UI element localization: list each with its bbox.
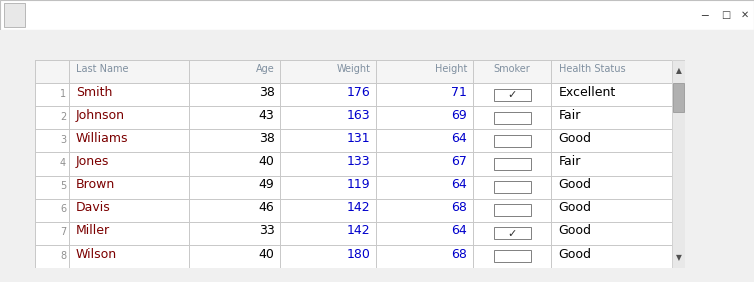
Text: 176: 176: [347, 86, 371, 99]
Bar: [494, 250, 531, 263]
Bar: [494, 181, 531, 193]
Text: ✓: ✓: [507, 90, 516, 100]
Text: Williams: Williams: [76, 132, 128, 145]
Text: 180: 180: [347, 248, 371, 261]
Text: 1: 1: [60, 89, 66, 99]
Bar: [35, 153, 672, 176]
Text: Wilson: Wilson: [76, 248, 117, 261]
Text: 142: 142: [347, 224, 371, 237]
Text: 5: 5: [60, 181, 66, 191]
Bar: [35, 83, 672, 106]
Text: 163: 163: [347, 109, 371, 122]
Text: Good: Good: [559, 224, 592, 237]
Text: 43: 43: [259, 109, 274, 122]
Text: 38: 38: [259, 132, 274, 145]
Text: ▲: ▲: [676, 66, 682, 75]
Text: Excellent: Excellent: [559, 86, 616, 99]
Text: 38: 38: [259, 86, 274, 99]
Bar: [494, 112, 531, 124]
Text: 142: 142: [347, 201, 371, 214]
Text: Good: Good: [559, 132, 592, 145]
Bar: [35, 245, 672, 268]
Text: Johnson: Johnson: [76, 109, 125, 122]
Text: Good: Good: [559, 201, 592, 214]
Text: Last Name: Last Name: [76, 64, 128, 74]
Bar: [35, 60, 672, 83]
Text: ✕: ✕: [741, 10, 749, 20]
Text: 67: 67: [452, 155, 467, 168]
Text: 68: 68: [452, 248, 467, 261]
Text: 3: 3: [60, 135, 66, 145]
Text: 33: 33: [259, 224, 274, 237]
Text: Fair: Fair: [559, 109, 581, 122]
Bar: [494, 227, 531, 239]
Text: 69: 69: [452, 109, 467, 122]
Bar: [35, 106, 672, 129]
Text: Davis: Davis: [76, 201, 111, 214]
Bar: [494, 135, 531, 147]
Bar: [494, 204, 531, 216]
Text: 68: 68: [452, 201, 467, 214]
Text: 64: 64: [452, 178, 467, 191]
Text: □: □: [721, 10, 730, 20]
Text: 8: 8: [60, 251, 66, 261]
Text: 131: 131: [347, 132, 371, 145]
Text: Height: Height: [435, 64, 467, 74]
Text: 40: 40: [259, 155, 274, 168]
Text: Weight: Weight: [336, 64, 371, 74]
Text: 71: 71: [452, 86, 467, 99]
Text: Good: Good: [559, 178, 592, 191]
Text: 46: 46: [259, 201, 274, 214]
Text: Good: Good: [559, 248, 592, 261]
Text: Fair: Fair: [559, 155, 581, 168]
Text: 4: 4: [60, 158, 66, 168]
Text: 49: 49: [259, 178, 274, 191]
Text: Miller: Miller: [76, 224, 110, 237]
Text: Brown: Brown: [76, 178, 115, 191]
Text: Age: Age: [256, 64, 274, 74]
Bar: [35, 129, 672, 153]
Bar: [4, 3, 25, 27]
Text: 2: 2: [60, 112, 66, 122]
Text: ─: ─: [702, 10, 708, 20]
Bar: [35, 199, 672, 222]
Bar: [35, 176, 672, 199]
Text: ▼: ▼: [676, 253, 682, 262]
Text: 6: 6: [60, 204, 66, 214]
Text: Health Status: Health Status: [559, 64, 625, 74]
Text: Smoker: Smoker: [494, 64, 531, 74]
Text: 133: 133: [347, 155, 371, 168]
Bar: [494, 158, 531, 170]
Bar: [673, 83, 684, 112]
Bar: [35, 222, 672, 245]
Text: Smith: Smith: [76, 86, 112, 99]
Text: 40: 40: [259, 248, 274, 261]
Text: 64: 64: [452, 132, 467, 145]
Text: 64: 64: [452, 224, 467, 237]
Bar: [494, 89, 531, 101]
Text: ✓: ✓: [507, 229, 516, 239]
Text: Jones: Jones: [76, 155, 109, 168]
Text: 119: 119: [347, 178, 371, 191]
Text: 7: 7: [60, 228, 66, 237]
